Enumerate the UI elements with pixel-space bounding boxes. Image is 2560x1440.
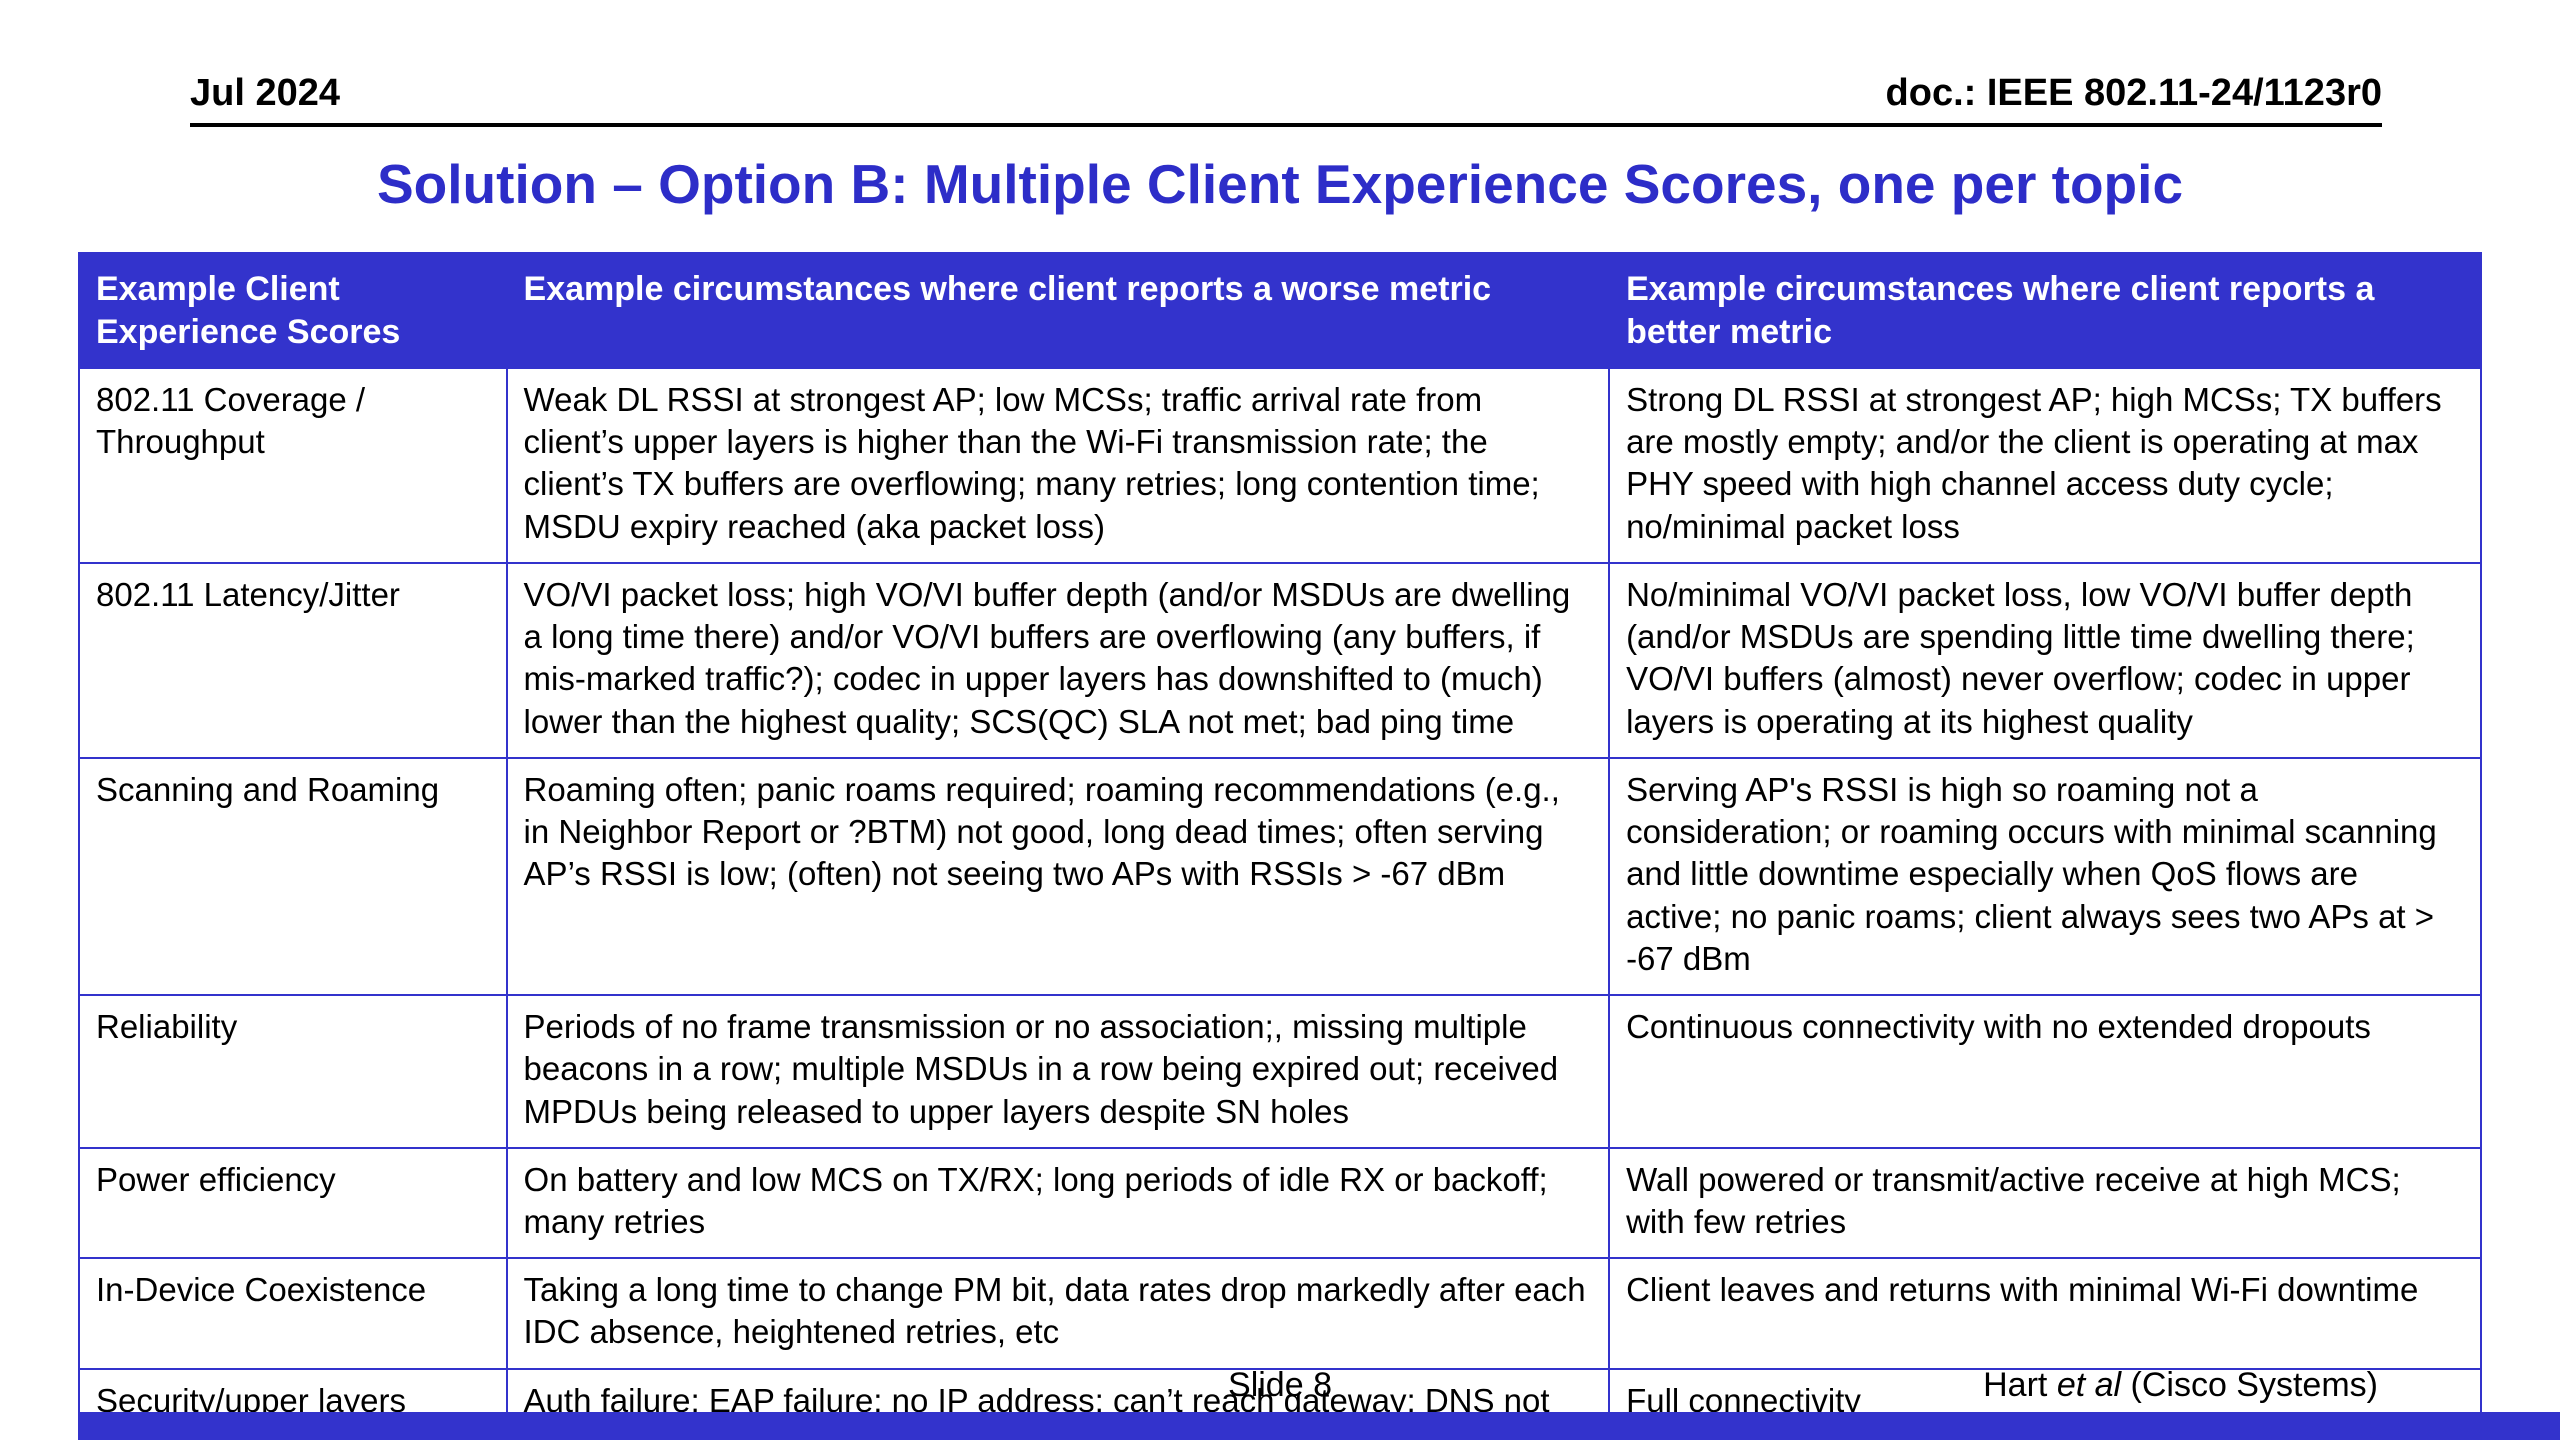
- page-header: Jul 2024 doc.: IEEE 802.11-24/1123r0: [190, 72, 2382, 127]
- page-footer: Slide 8 Hart et al (Cisco Systems): [0, 1366, 2560, 1412]
- client-experience-table: Example Client Experience Scores Example…: [78, 252, 2482, 1440]
- better-cell: Client leaves and returns with minimal W…: [1608, 1257, 2482, 1370]
- table-row: Reliability Periods of no frame transmis…: [78, 994, 2482, 1149]
- col-header-scores: Example Client Experience Scores: [78, 252, 508, 369]
- table-row: 802.11 Coverage / Throughput Weak DL RSS…: [78, 367, 2482, 564]
- table-row: Scanning and Roaming Roaming often; pani…: [78, 756, 2482, 997]
- table-row: Power efficiency On battery and low MCS …: [78, 1146, 2482, 1260]
- author-prefix: Hart: [1983, 1366, 2057, 1404]
- topic-cell: Reliability: [78, 994, 508, 1149]
- header-doc-number: doc.: IEEE 802.11-24/1123r0: [1885, 72, 2382, 114]
- col-header-better: Example circumstances where client repor…: [1608, 252, 2482, 369]
- better-cell: No/minimal VO/VI packet loss, low VO/VI …: [1608, 561, 2482, 759]
- better-cell: Serving AP's RSSI is high so roaming not…: [1608, 756, 2482, 997]
- worse-cell: Taking a long time to change PM bit, dat…: [505, 1257, 1611, 1370]
- table-row: In-Device Coexistence Taking a long time…: [78, 1257, 2482, 1370]
- topic-cell: 802.11 Coverage / Throughput: [78, 367, 508, 564]
- topic-cell: Scanning and Roaming: [78, 756, 508, 997]
- better-cell: Strong DL RSSI at strongest AP; high MCS…: [1608, 367, 2482, 564]
- worse-cell: On battery and low MCS on TX/RX; long pe…: [505, 1146, 1611, 1260]
- col-header-worse: Example circumstances where client repor…: [505, 252, 1611, 369]
- table-header-row: Example Client Experience Scores Example…: [78, 252, 2482, 369]
- better-cell: Wall powered or transmit/active receive …: [1608, 1146, 2482, 1260]
- author-et-al: et al: [2056, 1366, 2122, 1404]
- topic-cell: 802.11 Latency/Jitter: [78, 561, 508, 759]
- worse-cell: VO/VI packet loss; high VO/VI buffer dep…: [505, 561, 1611, 759]
- worse-cell: Periods of no frame transmission or no a…: [505, 994, 1611, 1149]
- bottom-accent-bar: [78, 1412, 2560, 1440]
- author-suffix: (Cisco Systems): [2121, 1366, 2378, 1404]
- better-cell: Continuous connectivity with no extended…: [1608, 994, 2482, 1149]
- header-date: Jul 2024: [190, 72, 340, 114]
- slide-number: Slide 8: [1228, 1366, 1332, 1404]
- topic-cell: In-Device Coexistence: [78, 1257, 508, 1370]
- table-row: 802.11 Latency/Jitter VO/VI packet loss;…: [78, 561, 2482, 759]
- topic-cell: Power efficiency: [78, 1146, 508, 1260]
- worse-cell: Weak DL RSSI at strongest AP; low MCSs; …: [505, 367, 1611, 564]
- worse-cell: Roaming often; panic roams required; roa…: [505, 756, 1611, 997]
- slide-title: Solution – Option B: Multiple Client Exp…: [376, 153, 2184, 215]
- author-credit: Hart et al (Cisco Systems): [1983, 1366, 2378, 1405]
